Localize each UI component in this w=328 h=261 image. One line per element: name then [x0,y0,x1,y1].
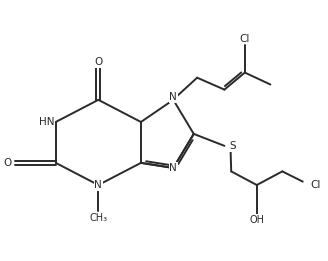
Text: N: N [170,92,177,102]
Text: O: O [94,57,102,67]
Text: O: O [3,158,11,168]
Text: Cl: Cl [310,180,321,190]
Text: N: N [94,180,102,190]
Text: OH: OH [249,215,264,225]
Text: HN: HN [39,117,54,127]
Text: Cl: Cl [240,33,250,44]
Text: S: S [230,141,236,151]
Text: N: N [170,163,177,173]
Text: CH₃: CH₃ [89,213,107,223]
